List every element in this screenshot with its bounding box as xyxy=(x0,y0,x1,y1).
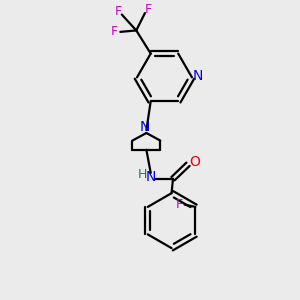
Text: O: O xyxy=(189,155,200,169)
Text: F: F xyxy=(115,4,122,18)
Text: F: F xyxy=(175,198,182,211)
Text: H: H xyxy=(137,168,147,181)
Text: N: N xyxy=(146,170,156,184)
Text: N: N xyxy=(140,120,150,134)
Text: F: F xyxy=(145,3,152,16)
Text: F: F xyxy=(111,26,118,38)
Text: N: N xyxy=(193,69,203,83)
